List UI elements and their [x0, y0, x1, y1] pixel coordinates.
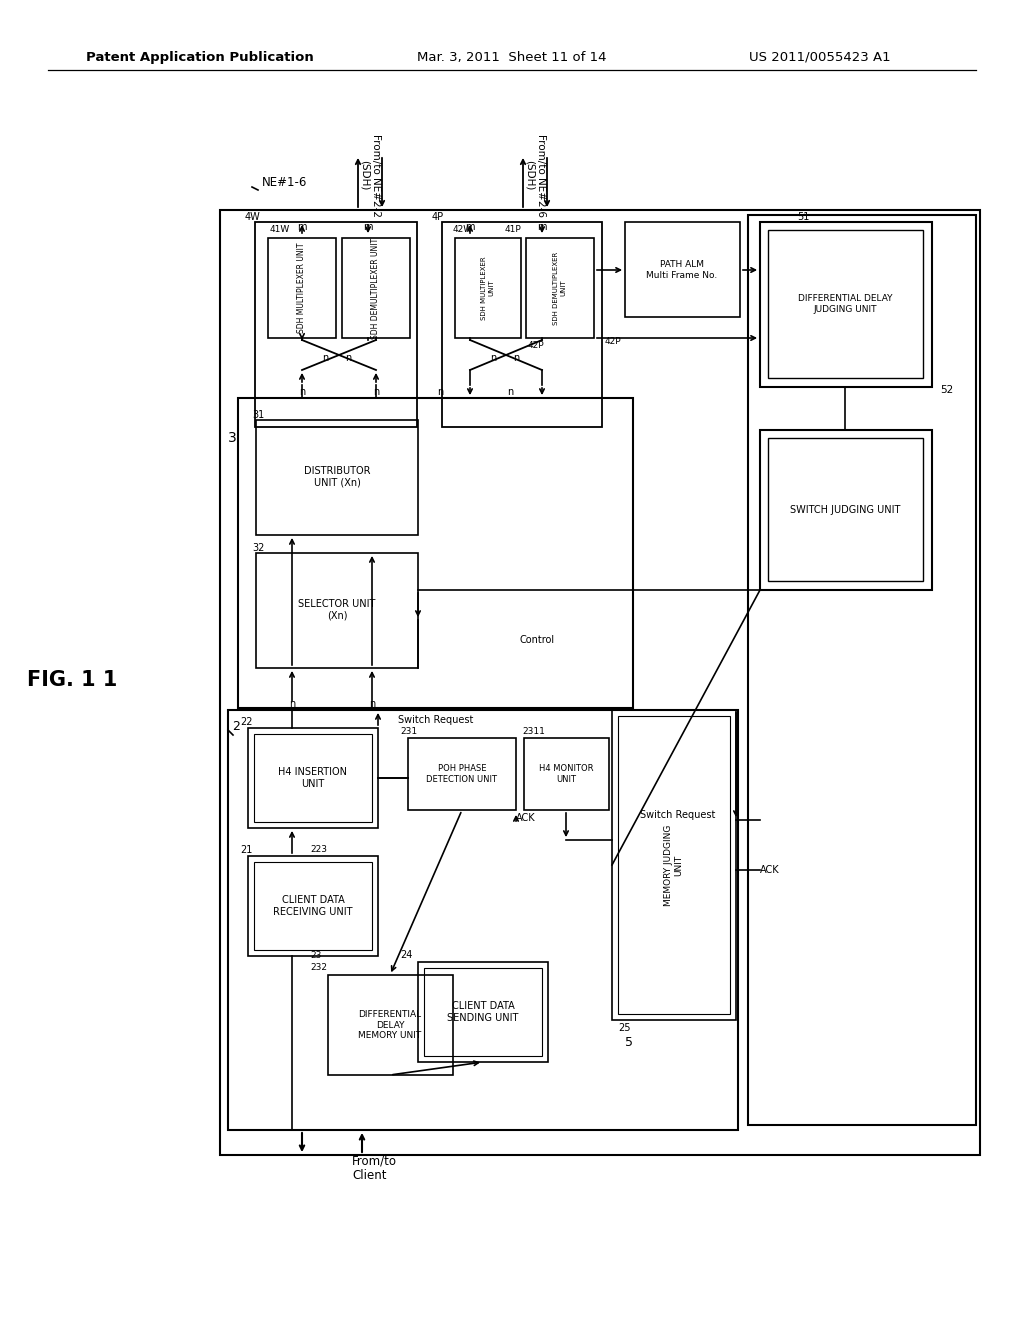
Bar — [268, 238, 336, 338]
Text: 21: 21 — [240, 845, 252, 855]
Bar — [238, 399, 633, 708]
Bar — [256, 553, 418, 668]
Text: SWITCH JUDGING UNIT: SWITCH JUDGING UNIT — [790, 506, 900, 515]
Text: Switch Request: Switch Request — [398, 715, 473, 725]
Text: SDH MULTIPLEXER
UNIT: SDH MULTIPLEXER UNIT — [481, 256, 495, 319]
Text: DISTRIBUTOR
UNIT (Xn): DISTRIBUTOR UNIT (Xn) — [304, 466, 371, 488]
Text: 24: 24 — [400, 950, 413, 960]
Text: CLIENT DATA
RECEIVING UNIT: CLIENT DATA RECEIVING UNIT — [273, 895, 352, 917]
Text: 41P: 41P — [505, 226, 522, 235]
Bar — [254, 862, 372, 950]
Bar — [612, 710, 736, 1020]
Text: n: n — [369, 700, 375, 709]
Text: 32: 32 — [252, 543, 264, 553]
Bar — [228, 710, 738, 1130]
Text: 4W: 4W — [245, 213, 261, 222]
Text: DIFFERENTIAL DELAY
JUDGING UNIT: DIFFERENTIAL DELAY JUDGING UNIT — [798, 294, 892, 314]
Bar — [408, 738, 516, 810]
Bar — [256, 420, 418, 535]
Text: 231: 231 — [400, 727, 417, 737]
Text: 23: 23 — [310, 950, 322, 960]
Text: SDH MULTIPLEXER UNIT: SDH MULTIPLEXER UNIT — [298, 243, 306, 333]
Bar — [455, 238, 521, 338]
Text: m: m — [538, 222, 547, 232]
Text: m: m — [465, 222, 475, 232]
Text: Control: Control — [520, 635, 555, 645]
Text: ACK: ACK — [760, 865, 779, 875]
Text: SDH DEMULTIPLEXER
UNIT: SDH DEMULTIPLEXER UNIT — [554, 251, 566, 325]
Text: 42P: 42P — [528, 341, 545, 350]
Text: 42W: 42W — [453, 226, 473, 235]
Text: n: n — [322, 352, 328, 363]
Bar — [524, 738, 609, 810]
Text: n: n — [507, 387, 513, 397]
Bar — [220, 210, 980, 1155]
Text: SELECTOR UNIT
(Xn): SELECTOR UNIT (Xn) — [298, 599, 376, 620]
Text: 2311: 2311 — [522, 727, 545, 737]
Text: ACK: ACK — [516, 813, 536, 822]
Text: Mar. 3, 2011  Sheet 11 of 14: Mar. 3, 2011 Sheet 11 of 14 — [417, 50, 607, 63]
Text: n: n — [489, 352, 496, 363]
Bar — [526, 238, 594, 338]
Text: 223: 223 — [310, 846, 327, 854]
Bar — [255, 222, 417, 426]
Bar — [342, 238, 410, 338]
Text: Switch Request: Switch Request — [640, 810, 716, 820]
Text: DIFFERENTIAL
DELAY
MEMORY UNIT: DIFFERENTIAL DELAY MEMORY UNIT — [358, 1010, 422, 1040]
Bar — [248, 729, 378, 828]
Bar — [328, 975, 453, 1074]
Text: n: n — [437, 387, 443, 397]
Text: 4P: 4P — [432, 213, 444, 222]
Bar — [748, 215, 976, 1125]
Bar — [760, 430, 932, 590]
Text: 51: 51 — [797, 213, 809, 222]
Text: 22: 22 — [240, 717, 253, 727]
Bar — [618, 715, 730, 1014]
Text: POH PHASE
DETECTION UNIT: POH PHASE DETECTION UNIT — [427, 764, 498, 784]
Text: Patent Application Publication: Patent Application Publication — [86, 50, 314, 63]
Text: MEMORY JUDGING
UNIT: MEMORY JUDGING UNIT — [665, 824, 684, 906]
Bar — [625, 222, 740, 317]
Text: m: m — [364, 222, 373, 232]
Text: PATH ALM
Multi Frame No.: PATH ALM Multi Frame No. — [646, 260, 718, 280]
Text: From/to
Client: From/to Client — [352, 1154, 397, 1181]
Text: 25: 25 — [618, 1023, 631, 1034]
Text: From/to NE#2-6
(SDH): From/to NE#2-6 (SDH) — [524, 133, 546, 216]
Bar — [768, 230, 923, 378]
Text: 42P: 42P — [605, 338, 622, 346]
Text: SDH DEMULTIPLEXER UNIT: SDH DEMULTIPLEXER UNIT — [372, 238, 381, 338]
Bar — [442, 222, 602, 426]
Text: n: n — [289, 700, 295, 709]
Bar — [248, 855, 378, 956]
Text: NE#1-6: NE#1-6 — [262, 177, 307, 190]
Bar — [760, 222, 932, 387]
Text: US 2011/0055423 A1: US 2011/0055423 A1 — [750, 50, 891, 63]
Text: CLIENT DATA
SENDING UNIT: CLIENT DATA SENDING UNIT — [447, 1001, 519, 1023]
Text: FIG. 1 1: FIG. 1 1 — [27, 671, 117, 690]
Text: 2: 2 — [232, 719, 240, 733]
Text: H4 INSERTION
UNIT: H4 INSERTION UNIT — [279, 767, 347, 789]
Text: 41W: 41W — [270, 226, 290, 235]
Bar — [768, 438, 923, 581]
Text: 31: 31 — [252, 411, 264, 420]
Bar — [424, 968, 542, 1056]
Text: n: n — [373, 387, 379, 397]
Text: 52: 52 — [940, 385, 953, 395]
Text: m: m — [297, 222, 307, 232]
Text: H4 MONITOR
UNIT: H4 MONITOR UNIT — [539, 764, 593, 784]
Text: n: n — [299, 387, 305, 397]
Text: 3: 3 — [228, 432, 237, 445]
Text: 5: 5 — [625, 1035, 633, 1048]
Text: n: n — [513, 352, 519, 363]
Text: 232: 232 — [310, 964, 327, 973]
Bar — [418, 962, 548, 1063]
Text: From/to NE#2-2
(SDH): From/to NE#2-2 (SDH) — [359, 133, 381, 216]
Text: n: n — [345, 352, 351, 363]
Bar — [254, 734, 372, 822]
